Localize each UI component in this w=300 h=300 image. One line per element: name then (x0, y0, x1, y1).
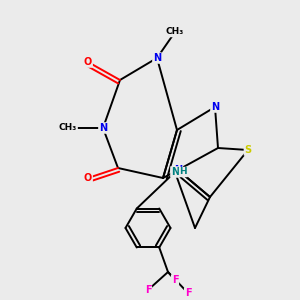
Text: O: O (84, 57, 92, 67)
Text: CH₃: CH₃ (59, 124, 77, 133)
Text: F: F (185, 288, 191, 298)
Text: S: S (244, 145, 252, 155)
Text: N: N (174, 165, 182, 175)
Text: F: F (145, 285, 151, 295)
Text: H: H (180, 167, 187, 176)
Text: N: N (99, 123, 107, 133)
Text: O: O (84, 173, 92, 183)
Text: N: N (171, 167, 179, 177)
Text: F: F (172, 275, 178, 285)
Text: N: N (153, 53, 161, 63)
Text: N: N (211, 102, 219, 112)
Text: CH₃: CH₃ (166, 28, 184, 37)
